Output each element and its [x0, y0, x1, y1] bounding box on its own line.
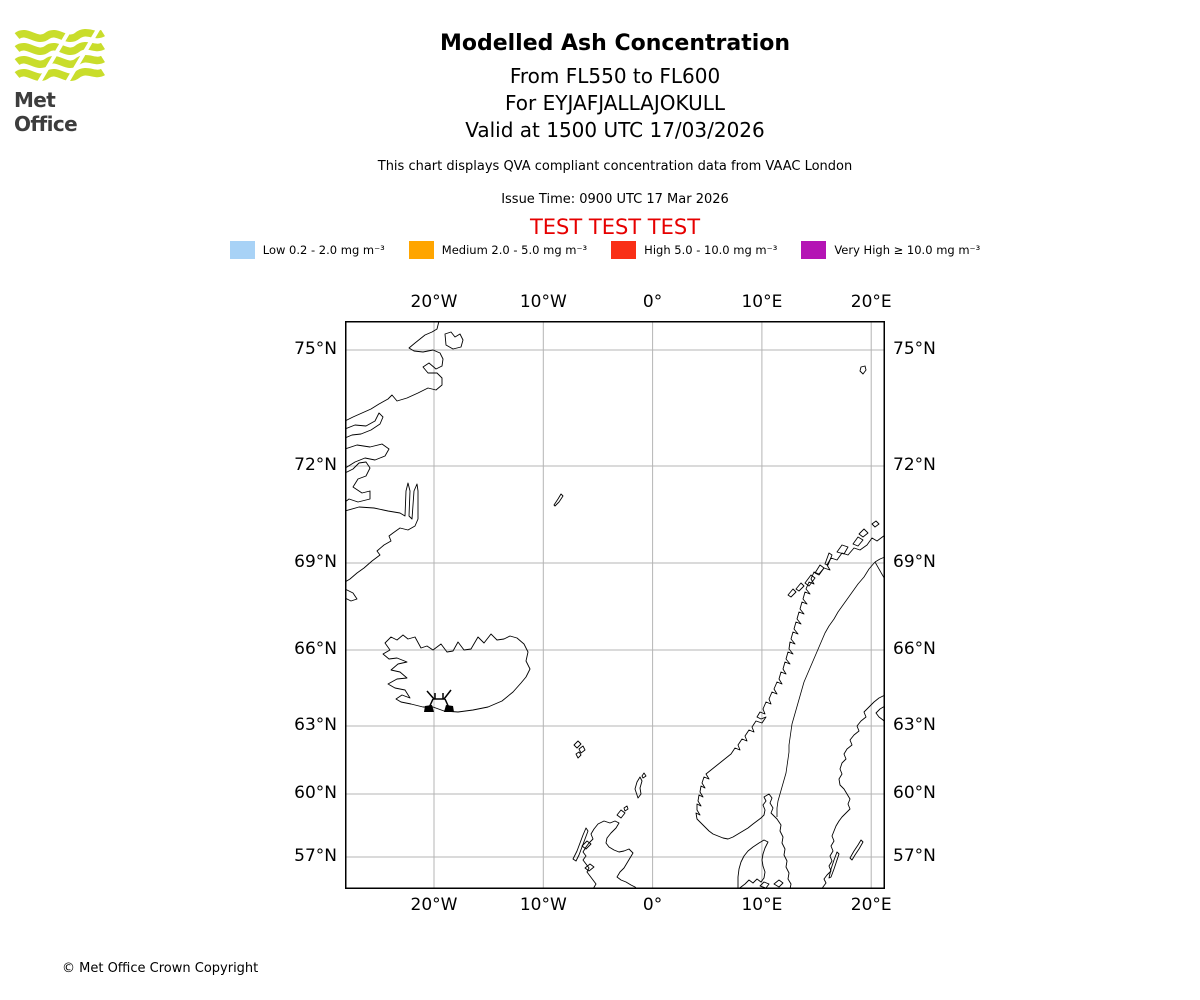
coastline-path — [553, 493, 564, 507]
lat-tick-right: 63°N — [893, 715, 936, 735]
coastline-path — [584, 863, 595, 872]
legend-swatch — [801, 241, 827, 259]
legend-label: Medium 2.0 - 5.0 mg m⁻³ — [441, 243, 588, 257]
volcano-icon — [424, 689, 454, 712]
lon-tick-top: 10°W — [519, 292, 567, 312]
lon-tick-bottom: 10°W — [519, 895, 567, 915]
lat-tick-left: 60°N — [294, 783, 337, 803]
coastline-path — [345, 321, 444, 422]
coastline-path — [345, 412, 384, 439]
coastline-path — [382, 633, 531, 713]
lat-tick-left: 75°N — [294, 339, 337, 359]
subtitle-valid-time: Valid at 1500 UTC 17/03/2026 — [465, 118, 765, 142]
lat-tick-right: 72°N — [893, 455, 936, 475]
lat-tick-left: 57°N — [294, 846, 337, 866]
logo-wordmark: Met Office — [14, 88, 78, 136]
legend-item: Very High ≥ 10.0 mg m⁻³ — [801, 241, 980, 259]
coastline-path — [695, 534, 885, 889]
coastline-path — [634, 776, 643, 799]
lat-tick-left: 69°N — [294, 552, 337, 572]
lon-tick-bottom: 10°E — [741, 895, 783, 915]
coastline-path — [345, 482, 419, 583]
page-subtitle: From FL550 to FL600 For EYJAFJALLAJOKULL… — [230, 63, 1000, 144]
subtitle-flight-levels: From FL550 to FL600 — [509, 64, 721, 88]
lon-tick-bottom: 0° — [642, 895, 663, 915]
lat-tick-right: 57°N — [893, 846, 936, 866]
legend-item: Medium 2.0 - 5.0 mg m⁻³ — [408, 241, 588, 259]
issue-time: Issue Time: 0900 UTC 17 Mar 2026 — [501, 192, 729, 207]
coastline-path — [444, 331, 464, 350]
coastlines — [345, 321, 885, 889]
legend: Low 0.2 - 2.0 mg m⁻³ Medium 2.0 - 5.0 mg … — [0, 241, 1200, 259]
page-title: Modelled Ash Concentration — [439, 31, 791, 56]
legend-swatch — [408, 241, 434, 259]
border-path — [776, 561, 876, 817]
coastline-path — [345, 443, 390, 469]
lon-tick-top: 10°E — [741, 292, 783, 312]
met-office-waves-icon — [14, 24, 105, 86]
lon-tick-top: 0° — [642, 292, 663, 312]
compliance-note: This chart displays QVA compliant concen… — [377, 159, 853, 174]
lat-tick-right: 66°N — [893, 639, 936, 659]
subtitle-volcano-name: For EYJAFJALLAJOKULL — [505, 91, 725, 115]
coastline-path — [737, 839, 769, 889]
coastline-path — [821, 694, 885, 889]
map-frame — [345, 321, 885, 889]
coastline-path — [578, 745, 586, 754]
coastline-path — [858, 528, 869, 538]
coastline-path — [616, 809, 626, 819]
coastline-path — [814, 564, 825, 576]
coastline-path — [875, 705, 885, 723]
lat-tick-right: 75°N — [893, 339, 936, 359]
border-path — [874, 556, 885, 563]
coastline-path — [787, 588, 797, 598]
copyright-notice: © Met Office Crown Copyright — [62, 961, 259, 976]
coastline-path — [641, 772, 647, 779]
coastline-path — [581, 840, 592, 850]
legend-item: High 5.0 - 10.0 mg m⁻³ — [611, 241, 777, 259]
coastline-path — [804, 574, 816, 587]
lat-tick-right: 69°N — [893, 552, 936, 572]
coastline-path — [859, 365, 867, 375]
coastline-path — [852, 536, 864, 547]
coastline-path — [623, 805, 629, 812]
coastline-path — [759, 881, 770, 889]
coastline-path — [345, 461, 371, 503]
legend-label: Very High ≥ 10.0 mg m⁻³ — [834, 243, 981, 257]
test-banner: TEST TEST TEST — [529, 215, 701, 239]
country-borders — [776, 556, 885, 817]
lat-tick-right: 60°N — [893, 783, 936, 803]
lon-tick-bottom: 20°W — [410, 895, 458, 915]
lat-tick-left: 63°N — [294, 715, 337, 735]
legend-swatch — [611, 241, 637, 259]
coastline-path — [345, 588, 358, 602]
coastline-path — [849, 839, 864, 861]
coastline-path — [836, 544, 849, 555]
coastline-path — [582, 820, 638, 889]
coastline-path — [575, 751, 582, 759]
lat-tick-left: 66°N — [294, 639, 337, 659]
legend-label: High 5.0 - 10.0 mg m⁻³ — [644, 243, 778, 257]
coastline-path — [572, 827, 589, 862]
lat-tick-left: 72°N — [294, 455, 337, 475]
graticule — [345, 321, 885, 889]
met-office-logo: Met Office — [14, 24, 124, 136]
lon-tick-bottom: 20°E — [850, 895, 892, 915]
lon-tick-top: 20°W — [410, 292, 458, 312]
lon-tick-top: 20°E — [850, 292, 892, 312]
legend-item: Low 0.2 - 2.0 mg m⁻³ — [229, 241, 385, 259]
coastline-path — [828, 851, 840, 879]
legend-swatch — [229, 241, 255, 259]
coastline-path — [573, 740, 582, 749]
coastline-path — [795, 582, 805, 592]
coastline-path — [871, 520, 880, 528]
coastline-path — [773, 879, 784, 888]
ash-concentration-map — [345, 321, 885, 889]
legend-label: Low 0.2 - 2.0 mg m⁻³ — [262, 243, 385, 257]
coastline-path — [824, 552, 833, 566]
